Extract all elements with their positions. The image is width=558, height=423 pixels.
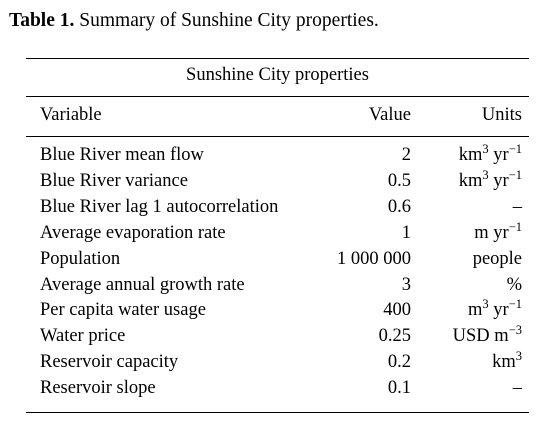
header-units: Units [481,105,522,125]
row-value: 1 000 000 [337,249,411,269]
group-title-rule [26,96,529,97]
unit-base-exponent: 3 [515,349,522,363]
header-value: Value [368,105,411,125]
unit-base: m yr [474,223,509,243]
unit-base: m [468,300,483,320]
unit-base-exponent: 3 [482,297,489,311]
row-units: km3 [492,350,522,374]
row-units: km3 yr−1 [459,169,522,193]
unit-base: USD m [452,326,509,346]
row-variable: Blue River lag 1 autocorrelation [40,197,279,217]
row-value: 0.6 [387,197,411,217]
row-units: – [513,376,522,400]
unit-base-exponent: 3 [482,142,489,156]
table-caption: Table 1. Summary of Sunshine City proper… [9,9,379,33]
unit-base: – [512,197,522,217]
row-value: 400 [383,300,411,320]
row-value: 0.5 [387,171,411,191]
row-value: 0.25 [378,326,411,346]
row-units: m3 yr−1 [468,298,522,322]
row-units: USD m−3 [453,324,522,348]
unit-base-exponent: 3 [482,168,489,182]
row-variable: Reservoir capacity [40,352,179,372]
row-units: – [513,195,522,219]
row-units: m yr−1 [474,221,522,245]
unit-base: – [512,378,522,398]
table-top-rule [26,58,529,60]
row-variable: Reservoir slope [40,378,156,398]
unit-base: km [458,171,483,191]
row-variable: Water price [40,326,126,346]
row-value: 0.1 [387,378,411,398]
row-value: 1 [401,223,411,243]
unit-rest-exponent: −1 [508,142,522,156]
row-variable: Per capita water usage [40,300,206,320]
unit-base: km [492,352,516,372]
unit-base: km [458,145,483,165]
row-variable: Blue River mean flow [40,145,204,165]
row-variable: Blue River variance [40,171,188,191]
unit-rest-exponent: −1 [508,297,522,311]
table-group-title: Sunshine City properties [186,65,369,85]
unit-rest: yr [488,171,509,191]
row-units: km3 yr−1 [459,143,522,167]
unit-rest: yr [488,145,509,165]
unit-rest-exponent: −1 [508,168,522,182]
unit-rest-exponent: −3 [508,323,522,337]
row-units: people [473,247,522,271]
row-variable: Population [40,249,121,269]
row-value: 3 [401,275,411,295]
row-value: 2 [401,145,411,165]
table-bottom-rule [26,412,529,414]
unit-base: people [472,249,522,269]
unit-rest: yr [488,300,509,320]
caption-label: Table 1. [9,10,75,31]
caption-text: Summary of Sunshine City properties. [79,10,379,31]
row-variable: Average evaporation rate [40,223,226,243]
row-variable: Average annual growth rate [40,275,245,295]
unit-base: % [506,275,522,295]
row-value: 0.2 [387,352,411,372]
row-units: % [507,273,522,297]
unit-rest-exponent: −1 [508,220,522,234]
header-rule [26,136,529,138]
header-variable: Variable [40,105,102,125]
